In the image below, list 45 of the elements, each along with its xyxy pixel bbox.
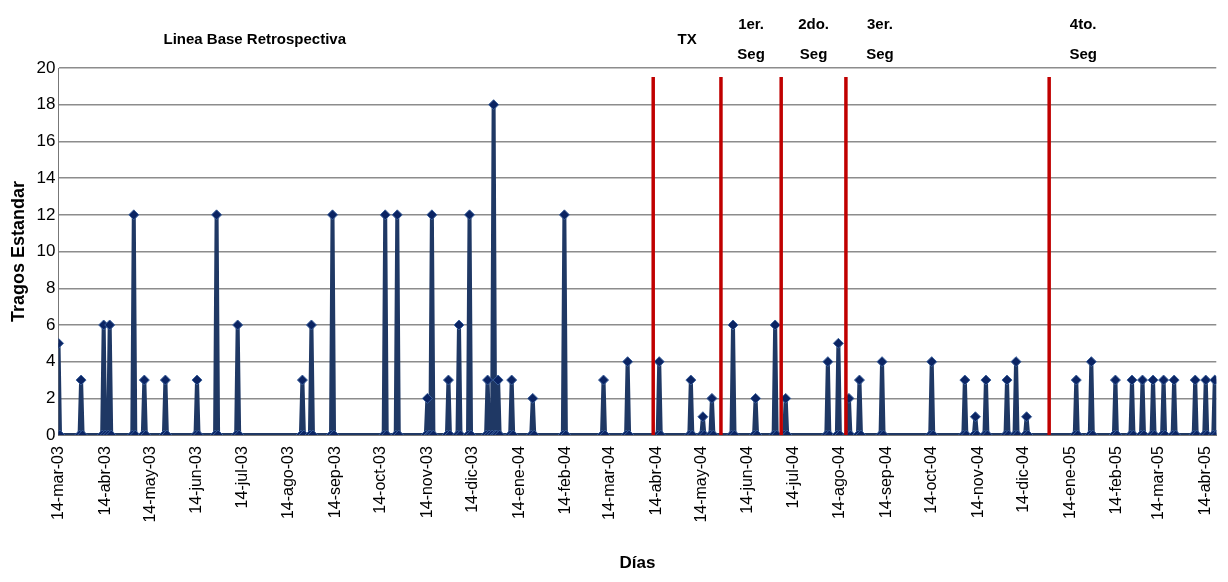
y-tick-label: 0 bbox=[46, 424, 56, 444]
x-tick-label: 14-abr-05 bbox=[1196, 446, 1214, 516]
y-tick-label: 8 bbox=[46, 277, 56, 297]
x-tick-label: 14-jul-03 bbox=[232, 446, 250, 509]
x-axis-title: Días bbox=[619, 553, 656, 573]
ref-line-label: 4to. Seg bbox=[1069, 15, 1097, 63]
x-tick-label: 14-ago-04 bbox=[830, 446, 848, 520]
x-tick-label: 14-sep-03 bbox=[325, 446, 343, 519]
x-tick-label: 14-oct-04 bbox=[922, 446, 940, 514]
y-tick-label: 2 bbox=[46, 388, 56, 408]
x-tick-label: 14-oct-03 bbox=[371, 446, 389, 514]
y-tick-label: 10 bbox=[36, 241, 56, 261]
ref-line-label: TX bbox=[677, 30, 697, 48]
x-tick-label: 14-abr-04 bbox=[646, 446, 664, 516]
x-tick-label: 14-dic-03 bbox=[462, 446, 480, 513]
x-tick-label: 14-nov-04 bbox=[968, 446, 986, 519]
x-tick-label: 14-ene-05 bbox=[1060, 446, 1078, 520]
y-axis-title: Tragos Estandar bbox=[7, 181, 28, 323]
x-tick-label: 14-feb-04 bbox=[556, 446, 574, 515]
ref-line-label: 1er. Seg bbox=[737, 15, 765, 63]
x-tick-label: 14-feb-05 bbox=[1107, 446, 1125, 515]
ref-line-label: 2do. Seg bbox=[798, 15, 829, 63]
x-tick-label: 14-mar-05 bbox=[1149, 446, 1167, 520]
x-tick-label: 14-jul-04 bbox=[783, 446, 801, 509]
x-tick-label: 14-jun-03 bbox=[187, 446, 205, 514]
y-tick-label: 16 bbox=[36, 131, 56, 151]
y-tick-label: 20 bbox=[36, 57, 56, 77]
ref-line-label: 3er. Seg bbox=[866, 15, 894, 63]
x-tick-label: 14-may-04 bbox=[691, 446, 709, 523]
y-tick-label: 6 bbox=[46, 314, 56, 334]
y-tick-label: 12 bbox=[36, 204, 56, 224]
x-tick-label: 14-abr-03 bbox=[95, 446, 113, 516]
y-tick-label: 18 bbox=[36, 94, 56, 114]
x-tick-label: 14-mar-03 bbox=[48, 446, 66, 520]
x-tick-label: 14-may-03 bbox=[140, 446, 158, 523]
x-tick-label: 14-ene-04 bbox=[509, 446, 527, 520]
y-tick-label: 14 bbox=[36, 167, 56, 187]
x-tick-label: 14-jun-04 bbox=[738, 446, 756, 514]
x-tick-label: 14-mar-04 bbox=[599, 446, 617, 520]
x-tick-label: 14-nov-03 bbox=[417, 446, 435, 519]
text: Linea Base Retrospectiva bbox=[163, 30, 347, 48]
x-tick-label: 14-sep-04 bbox=[876, 446, 894, 519]
y-tick-label: 4 bbox=[46, 351, 56, 371]
x-tick-label: 14-dic-04 bbox=[1013, 446, 1031, 513]
x-tick-label: 14-ago-03 bbox=[279, 446, 297, 520]
